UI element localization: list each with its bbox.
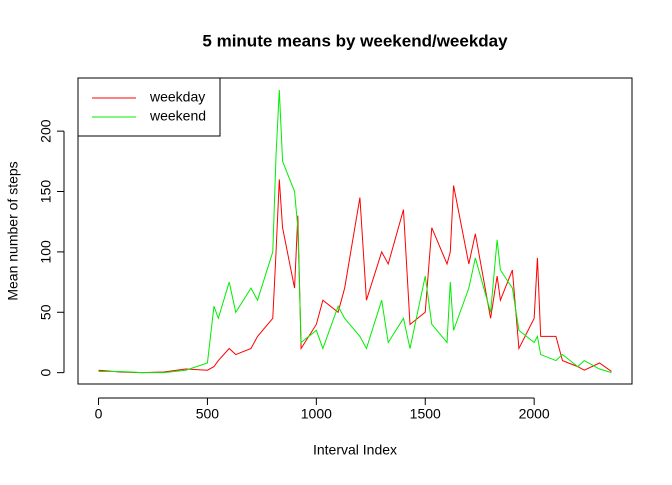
x-tick-label: 1500 — [410, 406, 441, 422]
x-tick-label: 2000 — [519, 406, 550, 422]
y-tick-label: 150 — [38, 180, 54, 204]
x-tick-label: 0 — [95, 406, 103, 422]
x-tick-label: 1000 — [301, 406, 332, 422]
chart-title: 5 minute means by weekend/weekday — [202, 31, 508, 50]
y-tick-label: 200 — [38, 119, 54, 143]
series-line — [98, 179, 612, 374]
y-tick-label: 0 — [38, 369, 54, 377]
y-tick-label: 100 — [38, 240, 54, 264]
x-tick-label: 500 — [196, 406, 220, 422]
y-tick-label: 50 — [38, 304, 54, 320]
series-line — [98, 90, 612, 374]
legend-label: weekday — [149, 89, 205, 105]
legend-box — [77, 77, 221, 137]
x-axis-label: Interval Index — [313, 442, 397, 458]
plot-frame — [77, 77, 633, 385]
y-axis-label: Mean number of steps — [5, 161, 21, 300]
legend-label: weekend — [149, 108, 206, 124]
